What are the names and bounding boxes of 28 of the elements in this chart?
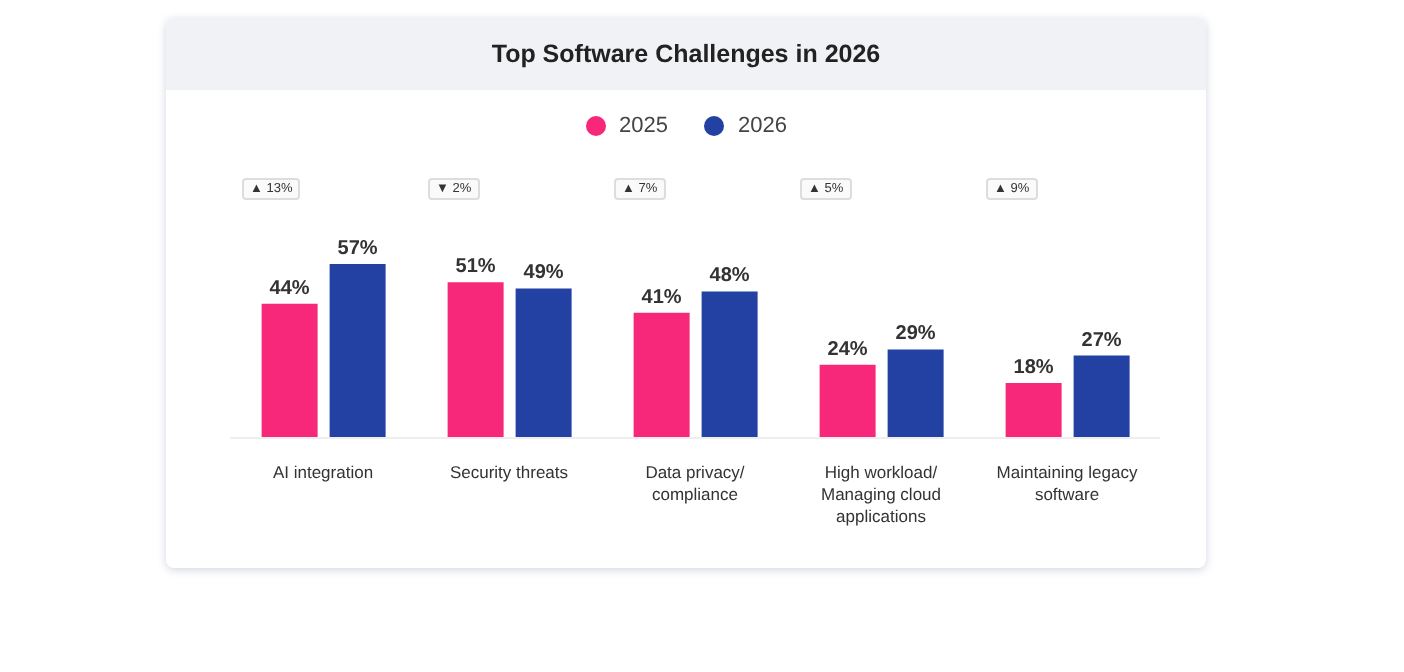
bar: [515, 288, 572, 438]
x-tick-label: AI integration: [272, 462, 374, 482]
data-label: 18%: [1013, 357, 1054, 380]
bar: [261, 303, 318, 438]
data-label: 29%: [895, 323, 936, 346]
chart-title: Top Software Challenges in 2026: [166, 18, 1206, 90]
x-tick-label: Security threats: [449, 462, 569, 482]
data-label: 44%: [269, 277, 310, 300]
bar: [819, 364, 876, 438]
data-label: 41%: [641, 286, 682, 309]
bar: [447, 282, 504, 438]
bar: [329, 264, 386, 438]
data-label: 48%: [709, 265, 750, 288]
data-label: 57%: [337, 238, 378, 260]
bar: [701, 291, 758, 438]
x-tick-label: Data privacy/ compliance: [645, 462, 746, 504]
data-label: 51%: [455, 256, 496, 279]
bar: [887, 349, 944, 438]
x-tick-label: High workload/ Managing cloud applications: [820, 462, 942, 526]
data-label: 49%: [523, 262, 564, 285]
bar: [1005, 383, 1062, 438]
data-label: 24%: [827, 338, 868, 361]
bar: [633, 312, 690, 438]
legend-label: 2025: [617, 114, 668, 138]
x-tick-label: Maintaining legacy software: [996, 462, 1139, 504]
bar: [1073, 355, 1130, 438]
data-label: 27%: [1081, 329, 1122, 352]
legend-label: 2026: [736, 114, 787, 138]
